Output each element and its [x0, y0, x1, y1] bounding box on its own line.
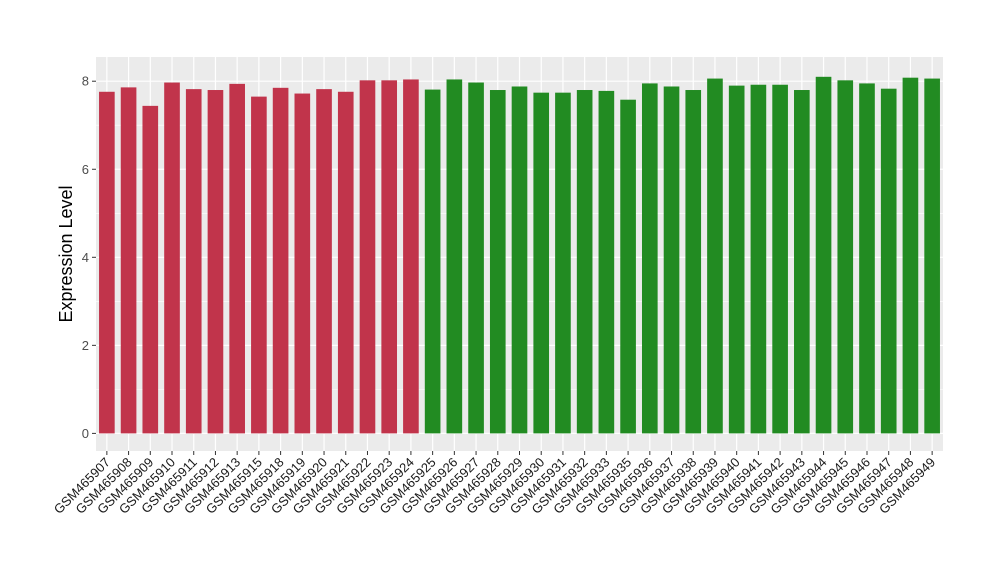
bar-GSM465925: [424, 89, 441, 434]
bar-GSM465918: [272, 87, 289, 434]
y-tick-label: 0: [82, 426, 89, 441]
bar-GSM465944: [815, 76, 832, 434]
bar-GSM465945: [837, 80, 854, 434]
bar-GSM465909: [142, 105, 159, 434]
x-axis: GSM465907GSM465908GSM465909GSM465910GSM4…: [51, 451, 938, 517]
bar-GSM465926: [446, 79, 463, 434]
bar-GSM465938: [685, 90, 702, 434]
bar-GSM465920: [316, 89, 332, 434]
bars: [99, 76, 940, 434]
bar-GSM465948: [902, 77, 919, 434]
bar-GSM465919: [294, 93, 311, 434]
bar-GSM465935: [620, 99, 636, 434]
bar-GSM465947: [880, 88, 897, 434]
y-tick-label: 4: [82, 250, 89, 265]
bar-GSM465931: [555, 92, 571, 434]
bar-GSM465942: [772, 84, 788, 434]
bar-GSM465923: [381, 80, 398, 434]
bar-GSM465924: [403, 79, 419, 434]
bar-GSM465930: [533, 92, 550, 434]
bar-GSM465927: [468, 82, 484, 434]
bar-GSM465939: [707, 78, 723, 434]
bar-GSM465937: [663, 86, 680, 434]
bar-GSM465922: [359, 80, 376, 434]
bar-GSM465921: [337, 91, 354, 434]
bar-GSM465941: [750, 84, 767, 434]
bar-GSM465929: [511, 86, 528, 434]
bar-GSM465910: [164, 82, 180, 434]
bar-GSM465943: [794, 90, 810, 434]
bar-GSM465949: [924, 78, 940, 434]
bar-GSM465908: [120, 87, 137, 434]
bar-GSM465907: [99, 91, 115, 434]
bar-GSM465915: [251, 96, 267, 434]
bar-GSM465933: [598, 90, 615, 434]
bar-GSM465940: [728, 85, 745, 434]
bar-GSM465913: [229, 83, 245, 434]
bar-GSM465911: [185, 89, 202, 434]
bar-GSM465936: [641, 83, 658, 434]
y-axis: 0 2 4 6 8: [82, 74, 96, 441]
bar-GSM465912: [207, 90, 224, 434]
bar-GSM465946: [859, 83, 875, 434]
y-tick-label: 2: [82, 338, 89, 353]
y-tick-label: 6: [82, 162, 89, 177]
y-tick-label: 8: [82, 74, 89, 89]
y-axis-title: Expression Level: [56, 185, 76, 322]
bar-GSM465932: [576, 90, 593, 434]
bar-GSM465928: [489, 90, 506, 434]
